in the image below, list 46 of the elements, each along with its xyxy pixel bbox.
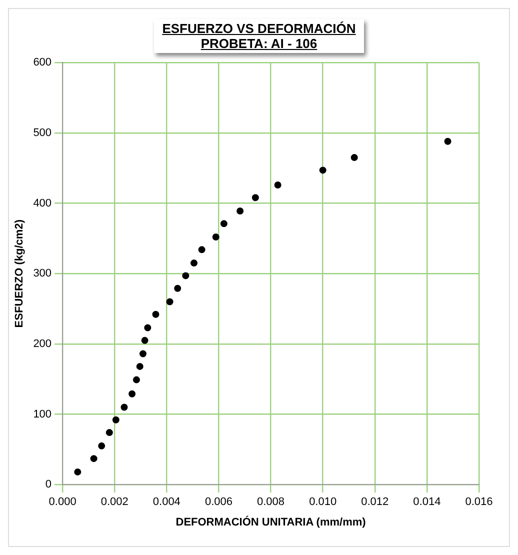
point <box>319 166 326 174</box>
point <box>274 181 282 188</box>
y-axis-title: ESFUERZO (kg/cm2) <box>14 219 26 328</box>
point <box>190 260 198 267</box>
point <box>132 376 140 384</box>
point <box>444 138 452 145</box>
point <box>144 324 152 332</box>
y-tick-label: 500 <box>33 126 52 139</box>
x-tick-label: 0.006 <box>204 496 232 508</box>
point <box>350 154 358 162</box>
x-tick-label: 0.010 <box>309 496 337 508</box>
point <box>166 298 174 306</box>
chart-subtitle: PROBETA: AI - 106 <box>200 36 318 51</box>
point <box>236 208 244 215</box>
chart-title: ESFUERZO VS DEFORMACIÓN <box>162 21 356 36</box>
y-tick-label: 200 <box>33 338 52 350</box>
y-tick-label: 600 <box>33 56 52 69</box>
point <box>212 234 220 241</box>
point <box>74 468 82 476</box>
point <box>252 194 259 202</box>
y-tick-label: 0 <box>45 478 52 491</box>
point <box>152 310 160 318</box>
x-tick-label: 0.002 <box>100 496 128 508</box>
point <box>182 272 190 280</box>
x-tick-label: 0.012 <box>361 496 389 508</box>
point <box>220 220 228 228</box>
x-tick-label: 0.004 <box>152 496 180 508</box>
x-tick-label: 0.016 <box>465 496 493 508</box>
point <box>90 455 98 462</box>
point <box>198 246 206 254</box>
point <box>112 416 120 424</box>
point <box>174 284 182 292</box>
y-tick-label: 400 <box>33 197 52 210</box>
point <box>120 404 128 411</box>
y-tick-label: 100 <box>33 408 52 420</box>
point <box>136 362 144 370</box>
x-axis-title: DEFORMACIÓN UNITARIA (mm/mm) <box>176 515 366 528</box>
point <box>106 429 113 436</box>
x-tick-label: 0.008 <box>257 496 285 508</box>
y-tick-label: 300 <box>33 268 52 280</box>
x-tick-label: 0.014 <box>413 496 441 508</box>
point <box>98 442 106 450</box>
point <box>141 336 148 344</box>
point <box>128 390 136 398</box>
x-tick-label: 0.000 <box>48 496 76 508</box>
point <box>139 350 146 358</box>
